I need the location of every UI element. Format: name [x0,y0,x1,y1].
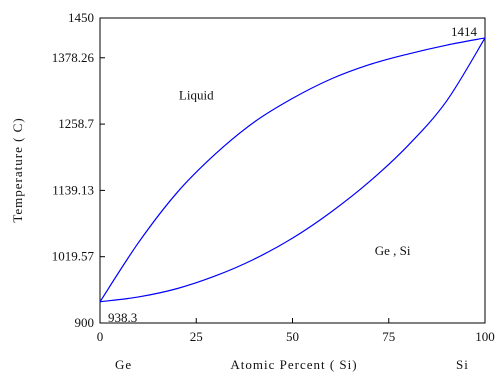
y-tick-label: 1378.26 [52,50,95,65]
point-label-si-melting: 1414 [451,24,478,39]
x-tick-label: 50 [286,329,299,344]
region-label-liquid: Liquid [179,88,214,103]
x-tick-label: 25 [190,329,203,344]
solidus-curve [99,37,486,303]
y-tick-label: 1450 [68,10,94,25]
plot-frame [99,17,486,324]
y-tick-label: 1139.13 [52,182,94,197]
point-label-ge-melting: 938.3 [108,310,137,325]
y-tick-label: 1258.7 [58,116,94,131]
x-tick-label: 100 [475,329,495,344]
end-label-si: Si [456,357,469,372]
x-tick-label: 75 [382,329,395,344]
x-tick-label: 0 [97,329,104,344]
x-axis-ticks: 0 25 50 75 100 [97,318,495,344]
y-tick-label: 900 [75,315,95,330]
y-axis-title: Temperature ( C) [10,117,25,222]
region-label-ge-si: Ge , Si [375,243,411,258]
phase-curves [99,37,486,303]
end-label-ge: Ge [115,357,132,372]
y-tick-label: 1019.57 [52,249,95,264]
liquidus-curve [99,37,486,303]
x-axis-title: Atomic Percent ( Si) [230,357,357,372]
y-axis-ticks: 900 1019.57 1139.13 1258.7 1378.26 1450 [52,10,105,330]
